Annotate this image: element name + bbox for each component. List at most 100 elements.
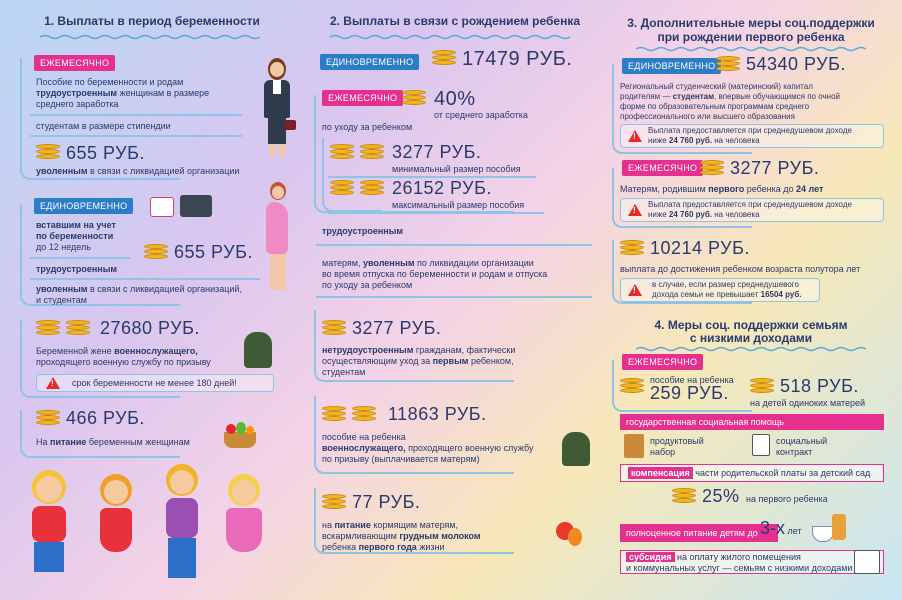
coins-icon <box>620 240 644 260</box>
calendar-icon <box>150 197 174 217</box>
ultrasound-icon <box>180 195 212 217</box>
text: по беременности <box>36 231 114 241</box>
col3-subtitle: при рождении первого ребенка <box>657 30 845 44</box>
divider <box>30 278 260 280</box>
section-border <box>20 58 180 180</box>
food-basket-icon <box>220 418 260 450</box>
text: социальный <box>776 436 828 446</box>
amount: 3277 РУБ. <box>730 158 820 178</box>
amount: 655 РУБ. <box>66 143 145 163</box>
nutrition-label: полноценное питание детям до <box>620 524 778 542</box>
contract-icon <box>752 434 770 456</box>
coins-icon <box>36 144 60 164</box>
text: На питание беременным женщинам <box>36 437 190 447</box>
amount: 3277 РУБ. <box>352 318 442 338</box>
text: трудоустроенным <box>322 226 404 236</box>
coins-icon <box>322 494 346 514</box>
coins-icon <box>432 50 456 70</box>
warning-text: срок беременности не менее 180 дней! <box>72 378 237 388</box>
coins-icon <box>330 180 354 200</box>
warning-box <box>620 198 884 222</box>
text: военнослужащего, проходящего военную слу… <box>322 443 534 453</box>
warning-text: дохода семьи не превышает 16504 руб. <box>652 290 802 299</box>
section-border <box>314 488 514 554</box>
text: пособие на ребенка <box>650 375 734 385</box>
wavy-divider <box>40 34 260 40</box>
text: среднего заработка <box>36 99 119 109</box>
coins-icon <box>672 488 696 508</box>
wavy-divider <box>636 346 866 352</box>
amount: 466 РУБ. <box>66 408 145 428</box>
warning-box <box>620 124 884 148</box>
section-border <box>314 310 514 382</box>
text: по уходу за ребенком <box>322 280 413 290</box>
coins-icon <box>716 56 740 76</box>
coins-icon <box>330 144 354 164</box>
text: Пособие по беременности и родам <box>36 77 184 87</box>
text: осуществляющим уход за первым ребенком, <box>322 356 514 366</box>
text: выплата до достижения ребенком возраста … <box>620 264 861 274</box>
percent: 25% <box>702 486 740 506</box>
section-border <box>20 320 180 398</box>
divider <box>30 257 130 259</box>
coins-icon <box>750 378 774 398</box>
coins-icon <box>322 406 346 426</box>
text: на детей одиноких матерей <box>750 398 866 408</box>
divider <box>328 212 544 214</box>
text: от среднего заработка <box>434 110 528 120</box>
text: матерям, уволенным по ликвидации организ… <box>322 258 534 268</box>
text: профессионального или высшего образовани… <box>620 112 795 121</box>
coins-icon <box>144 244 168 264</box>
coins-icon <box>352 406 376 426</box>
warning-box <box>36 374 274 392</box>
amount: 518 РУБ. <box>780 376 859 396</box>
once-tag: ЕДИНОВРЕМЕННО <box>622 58 722 74</box>
amount: 259 РУБ. <box>650 383 729 403</box>
amount: 655 РУБ. <box>174 242 253 262</box>
coins-icon <box>402 90 426 110</box>
text: по призыву (выплачивается матерям) <box>322 454 480 464</box>
amount: 54340 РУБ. <box>746 54 846 74</box>
section-border <box>20 410 180 458</box>
divider <box>328 176 536 178</box>
col4-subtitle: с низкими доходами <box>689 331 813 345</box>
wavy-divider <box>330 34 570 40</box>
pregnant-woman-icon <box>262 182 296 294</box>
text: и студентам <box>36 295 87 305</box>
section-border <box>612 168 752 228</box>
text: вставшим на учет <box>36 220 116 230</box>
warning-box <box>620 278 820 302</box>
warning-icon <box>46 377 60 389</box>
amount: 26152 РУБ. <box>392 178 492 198</box>
warning-text: в случае, если размер среднедушевого <box>652 280 799 289</box>
age-text: 3-х лет <box>760 518 802 538</box>
text: уволенным в связи с ликвидацией организа… <box>36 166 240 176</box>
coins-icon <box>620 378 644 398</box>
text: набор <box>650 447 676 457</box>
divider <box>30 114 242 116</box>
col1-title: 1. Выплаты в период беременности <box>44 14 260 28</box>
section-border <box>20 204 180 306</box>
text: студентам <box>322 367 366 377</box>
warning-text: Выплата предоставляется при среднедушево… <box>648 200 852 209</box>
text: трудоустроенным женщинам в размере <box>36 88 210 98</box>
warning-text: ниже 24 760 руб. на человека <box>648 136 760 145</box>
text: до 12 недель <box>36 242 91 252</box>
col2-title: 2. Выплаты в связи с рождением ребенка <box>329 14 581 28</box>
wavy-divider <box>636 46 866 52</box>
coins-icon <box>322 320 346 340</box>
warning-icon <box>628 130 642 142</box>
once-tag: ЕДИНОВРЕМЕННО <box>34 198 134 214</box>
warning-icon <box>628 284 642 296</box>
text: продуктовый <box>650 436 704 446</box>
text: Региональный студенческий (материнский) … <box>620 82 813 91</box>
text: максимальный размер пособия <box>392 200 525 210</box>
section-border <box>612 240 752 304</box>
text: форме по образовательным программам сред… <box>620 102 810 111</box>
coins-icon <box>66 320 90 340</box>
text: проходящего военную службу по призыву <box>36 357 211 367</box>
businesswoman-icon <box>258 58 298 158</box>
grocery-bag-icon <box>624 434 644 458</box>
text: на питание кормящим матерям, <box>322 520 459 530</box>
coins-icon <box>36 320 60 340</box>
